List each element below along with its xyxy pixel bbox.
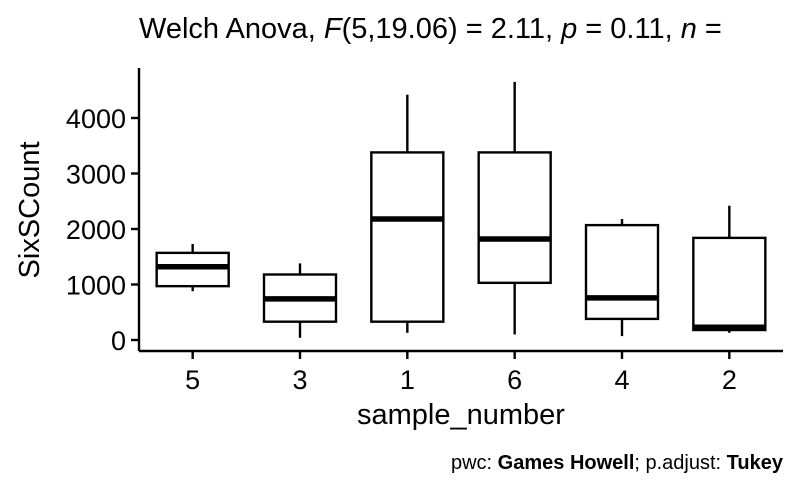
box-iqr (584, 223, 660, 321)
x-axis-ticks: 5 3 1 6 4 2 (185, 351, 737, 395)
x-tick-label: 2 (722, 365, 737, 395)
y-tick-label: 1000 (66, 271, 126, 301)
box-group (477, 81, 552, 335)
y-tick-label: 4000 (66, 104, 126, 134)
y-tick-label: 2000 (66, 215, 126, 245)
chart-title: Welch Anova, F(5,19.06) = 2.11, p = 0.11… (139, 13, 722, 45)
box-group (262, 263, 338, 338)
caption: pwc: Games Howell; p.adjust: Tukey (451, 452, 784, 474)
box-group (584, 219, 660, 337)
box-group (370, 94, 445, 333)
x-axis-title: sample_number (357, 399, 565, 431)
boxes-layer (155, 81, 767, 338)
y-axis-ticks: 0 1000 2000 3000 4000 (66, 104, 139, 356)
x-tick-label: 6 (507, 365, 522, 395)
y-tick-label: 3000 (66, 160, 126, 190)
box-group (692, 205, 767, 333)
x-tick-label: 4 (614, 365, 629, 395)
box-group (155, 243, 230, 292)
x-tick-label: 1 (400, 365, 415, 395)
x-tick-label: 3 (292, 365, 307, 395)
x-tick-label: 5 (185, 365, 200, 395)
box-iqr (370, 151, 445, 323)
box-iqr (155, 251, 230, 288)
y-axis-title: SixSCount (14, 141, 46, 278)
y-tick-label: 0 (111, 326, 126, 356)
box-iqr (692, 236, 767, 332)
box-iqr (477, 151, 552, 285)
